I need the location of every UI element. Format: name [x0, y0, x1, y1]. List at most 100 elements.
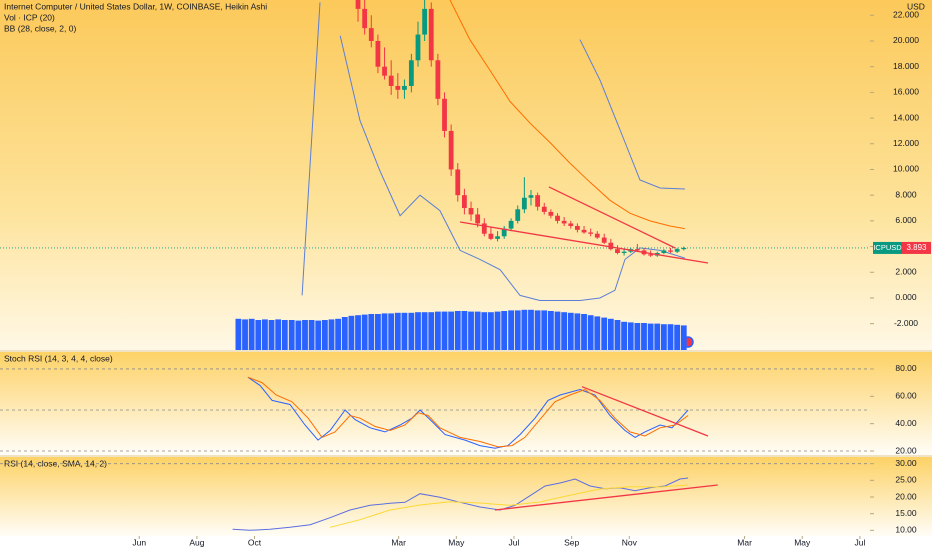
volume-bar [421, 312, 428, 350]
candle-body [561, 220, 567, 224]
candle-body [422, 8, 428, 35]
volume-bar [567, 312, 574, 350]
volume-bar [634, 323, 641, 350]
volume-bar [508, 310, 515, 350]
indicator-line [247, 376, 689, 448]
volume-bar [335, 318, 342, 350]
rsi-pane [0, 457, 932, 536]
axis-unit: USD [907, 1, 925, 11]
volume-bar [667, 324, 674, 350]
volume-bar [235, 318, 242, 350]
volume-bar [302, 320, 308, 350]
y-tick-label: 20.00 [895, 445, 917, 455]
volume-bar [355, 315, 361, 350]
volume-bar [528, 309, 534, 350]
trend-line [494, 484, 718, 511]
candle-body [568, 223, 574, 227]
x-tick-label: Jun [132, 537, 146, 547]
candle-body [648, 254, 654, 256]
volume-bar [521, 309, 528, 350]
y-tick-label: 22.000 [893, 10, 919, 20]
candle-body [501, 228, 507, 237]
candle-body [395, 85, 401, 90]
candle-body [575, 226, 580, 230]
candle-body [388, 75, 394, 86]
candle-body [462, 195, 467, 209]
candle-body [674, 249, 680, 252]
y-tick-label: 25.00 [895, 475, 917, 485]
volume-bar [494, 311, 501, 350]
candle-body [495, 236, 500, 239]
candle-body [541, 206, 547, 212]
candle-body [588, 232, 594, 234]
candle-body [521, 197, 527, 210]
volume-bar [647, 323, 654, 350]
candle-body [488, 233, 494, 239]
candle-body [415, 34, 421, 61]
candle-body [681, 247, 687, 250]
volume-bar [434, 311, 441, 350]
candle-body [601, 237, 607, 243]
volume-bar [607, 318, 614, 350]
volume-bar [554, 311, 561, 350]
volume-bar [275, 319, 282, 350]
candle-body [468, 208, 474, 215]
volume-bar [315, 320, 322, 350]
volume-bar [660, 324, 667, 350]
volume-bar [627, 322, 634, 350]
stoch-title: Stoch RSI (14, 3, 4, 4, close) [4, 353, 113, 363]
volume-bar [454, 311, 461, 350]
volume-bar [654, 323, 661, 350]
x-tick-label: Aug [189, 537, 204, 547]
volume-bar [328, 319, 335, 350]
y-tick-label: 8.000 [895, 189, 917, 199]
volume-bar [587, 315, 594, 350]
volume-bar [248, 318, 255, 350]
x-tick-label: Jul [854, 537, 865, 547]
candle-body [355, 0, 361, 9]
y-tick-label: 12.000 [893, 138, 919, 148]
volume-bar [242, 319, 248, 350]
y-tick-label: 0.000 [895, 292, 917, 302]
candle-body [548, 211, 554, 216]
candle-body [594, 233, 600, 238]
candle-body [615, 249, 620, 253]
volume-bar [308, 320, 315, 350]
volume-bar [441, 311, 448, 350]
volume-bar [514, 310, 521, 350]
volume-bar [288, 320, 295, 350]
y-tick-label: 10.000 [893, 164, 919, 174]
trend-line [548, 186, 676, 249]
chart-title: Internet Computer / United States Dollar… [4, 1, 267, 11]
y-tick-label: 30.00 [895, 458, 917, 468]
candle-body [375, 40, 381, 67]
indicator-line [329, 484, 689, 528]
y-tick-label: 20.000 [893, 35, 919, 45]
price-tag [902, 241, 931, 254]
y-tick-label: 2.000 [895, 267, 917, 277]
volume-bar [680, 325, 687, 350]
stoch-pane [0, 352, 932, 455]
y-tick-label: 40.00 [895, 418, 917, 428]
volume-bar [468, 311, 474, 350]
volume-bar [621, 321, 628, 350]
candle-body [608, 242, 614, 250]
y-tick-label: 60.00 [895, 391, 917, 401]
volume-bar [401, 312, 408, 350]
volume-bar [415, 312, 421, 350]
y-tick-label: 20.00 [895, 491, 917, 501]
candle-body [475, 214, 481, 224]
volume-bar [388, 313, 395, 350]
main-pane [0, 0, 932, 350]
x-tick-label: Sep [564, 537, 579, 547]
volume-bar [268, 320, 275, 350]
volume-bar [368, 314, 375, 350]
volume-bar [574, 313, 581, 350]
plot-area [235, 0, 687, 350]
bb-upper [301, 2, 685, 296]
candle-body [668, 250, 673, 252]
candle-body [362, 8, 368, 29]
trend-line [459, 221, 709, 264]
candle-body [528, 195, 534, 198]
y-tick-label: 15.00 [895, 508, 917, 518]
